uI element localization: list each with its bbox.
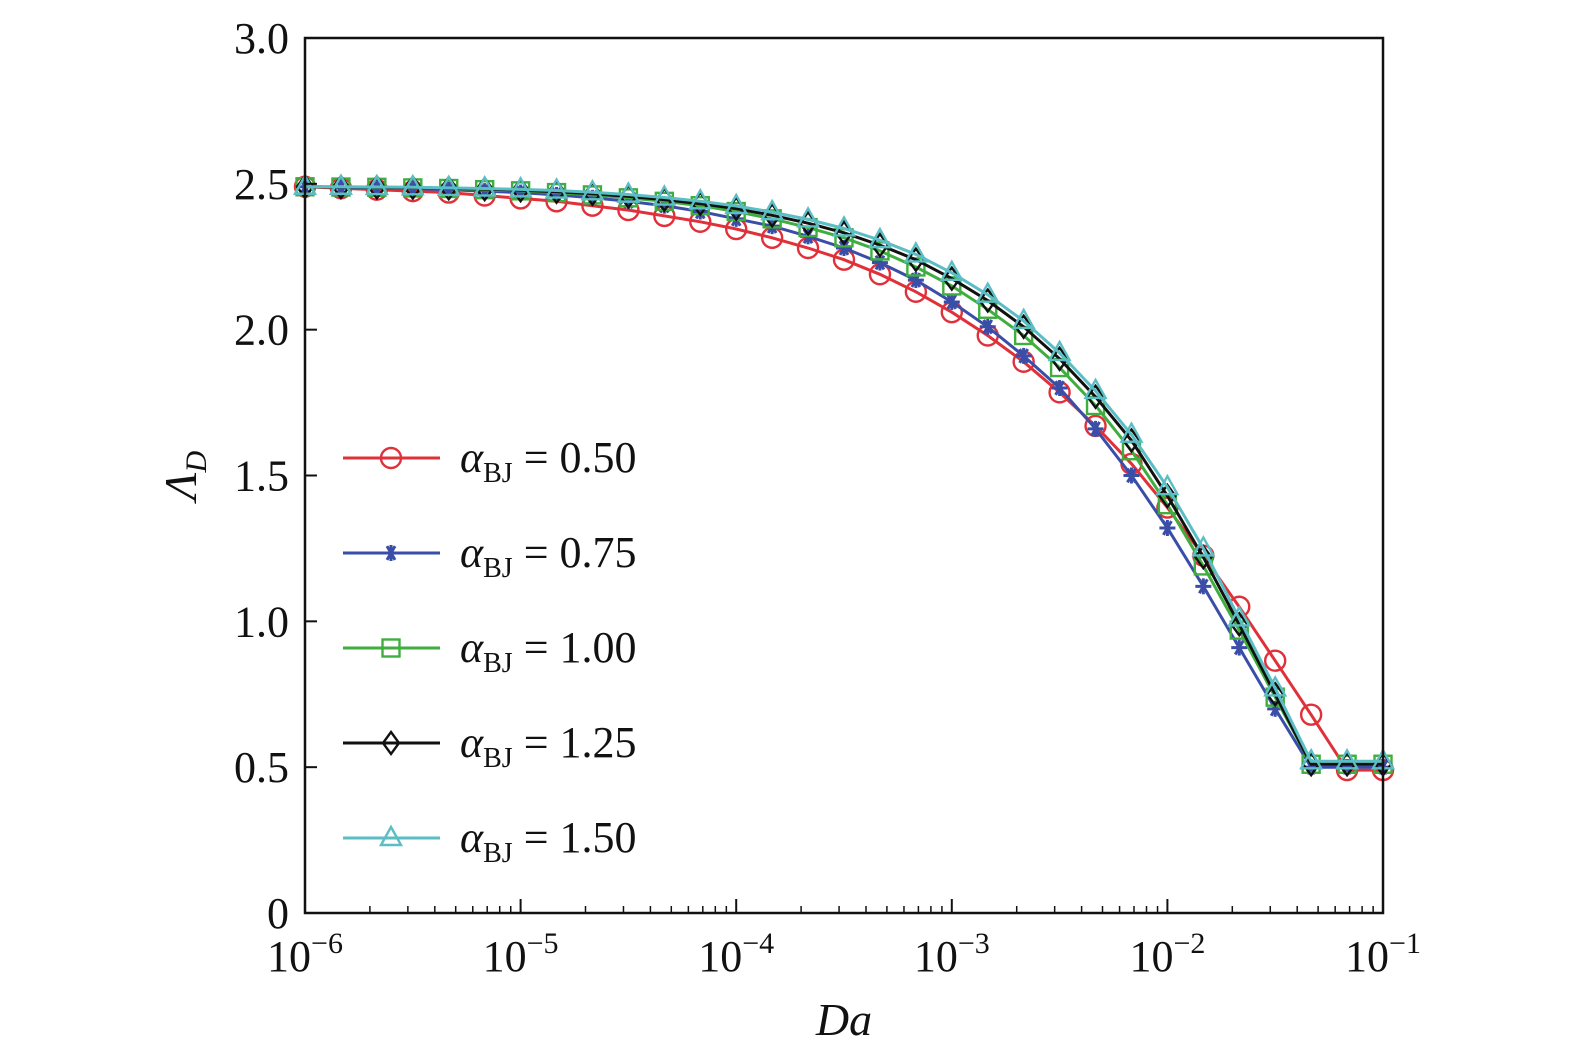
- series-layer: [292, 173, 1396, 782]
- data-point: [1265, 681, 1285, 708]
- legend-marker: [383, 545, 399, 561]
- data-point: [1083, 377, 1108, 400]
- legend-entry-1: αBJ = 0.75: [343, 528, 637, 584]
- data-point: [979, 318, 996, 335]
- data-point: [975, 281, 1000, 303]
- data-point: [1015, 347, 1032, 364]
- data-point: [1014, 313, 1034, 340]
- data-point: [472, 175, 497, 197]
- data-point: [1231, 639, 1248, 656]
- y-axis-label-symbol: Λ: [155, 472, 206, 504]
- data-point: [943, 293, 960, 310]
- data-point: [867, 226, 892, 249]
- legend-label: αBJ = 1.50: [460, 813, 637, 869]
- x-axis-label: Da: [815, 994, 872, 1045]
- legend-entry-3: αBJ = 1.25: [343, 718, 637, 774]
- legend-marker: [378, 824, 404, 847]
- x-tick-label: 10−1: [1345, 927, 1421, 981]
- data-point: [1119, 421, 1144, 443]
- data-point: [1263, 649, 1287, 672]
- axes: 0 0.5 1.0 1.5 2.0 2.5 3.0 10−6 10−5 10−4 10−3 10−2 1…: [234, 14, 1421, 981]
- x-tick-label: 10−4: [698, 927, 774, 981]
- y-tick-label: 3.0: [234, 14, 289, 63]
- legend-label: αBJ = 1.00: [460, 623, 637, 679]
- data-point: [760, 198, 785, 221]
- data-point: [364, 173, 389, 196]
- y-tick-label: 1.5: [234, 452, 289, 501]
- data-point: [724, 192, 749, 215]
- data-point: [580, 178, 605, 201]
- data-point: [1051, 380, 1068, 396]
- legend-marker: [381, 638, 401, 658]
- series-line: [305, 185, 1383, 763]
- legend-marker: [379, 446, 403, 470]
- data-point: [1047, 339, 1072, 362]
- y-tick-label: 2.5: [234, 160, 289, 209]
- data-point: [1123, 467, 1140, 484]
- data-point: [508, 175, 533, 198]
- data-point: [616, 181, 641, 203]
- data-point: [1011, 307, 1036, 330]
- data-point: [871, 254, 888, 271]
- data-point: [870, 241, 890, 261]
- legend-label: αBJ = 0.50: [460, 433, 637, 489]
- data-point: [1191, 534, 1216, 557]
- data-point: [1086, 383, 1106, 410]
- legend-marker: [381, 729, 401, 757]
- data-point: [1299, 703, 1323, 726]
- legend-entry-0: αBJ = 0.50: [343, 433, 637, 489]
- legend: αBJ = 0.50 αBJ = 0.75 αBJ = 1.00 αBJ = 1.25…: [343, 433, 637, 869]
- y-tick-label: 1.0: [234, 597, 289, 646]
- data-point: [1159, 520, 1176, 536]
- data-point: [1050, 345, 1070, 372]
- data-point: [328, 173, 353, 195]
- legend-label: αBJ = 1.25: [460, 718, 637, 774]
- data-point: [1157, 482, 1177, 509]
- y-tick-label: 2.0: [234, 306, 289, 355]
- data-point: [544, 177, 569, 199]
- series-4: [292, 173, 1396, 770]
- x-tick-label: 10−2: [1129, 927, 1205, 981]
- data-point: [1193, 544, 1213, 571]
- x-tick-label: 10−5: [483, 927, 559, 981]
- data-point: [796, 205, 821, 228]
- data-point: [1263, 674, 1288, 697]
- data-point: [939, 259, 964, 281]
- data-point: [1087, 420, 1104, 437]
- data-point: [1335, 747, 1360, 770]
- data-point: [652, 184, 677, 206]
- x-tick-label: 10−6: [267, 927, 343, 981]
- data-point: [903, 240, 928, 263]
- legend-entry-2: αBJ = 1.00: [343, 623, 637, 679]
- data-point: [436, 174, 461, 197]
- data-point: [1195, 578, 1212, 595]
- x-tick-label: 10−3: [914, 927, 990, 981]
- data-point: [1299, 747, 1324, 770]
- data-point: [1121, 427, 1141, 454]
- data-point: [1227, 604, 1252, 627]
- y-axis-label-subscript: D: [180, 450, 213, 473]
- data-point: [688, 187, 713, 210]
- y-axis-label: ΛD: [155, 450, 213, 504]
- y-tick-label: 0.5: [234, 743, 289, 792]
- data-point: [831, 214, 857, 237]
- y-tick-label: 0: [267, 889, 289, 938]
- data-point: [1229, 611, 1249, 638]
- legend-entry-4: αBJ = 1.50: [343, 813, 637, 869]
- legend-label: αBJ = 0.75: [460, 528, 637, 584]
- data-point: [1155, 473, 1180, 496]
- data-point: [400, 173, 425, 196]
